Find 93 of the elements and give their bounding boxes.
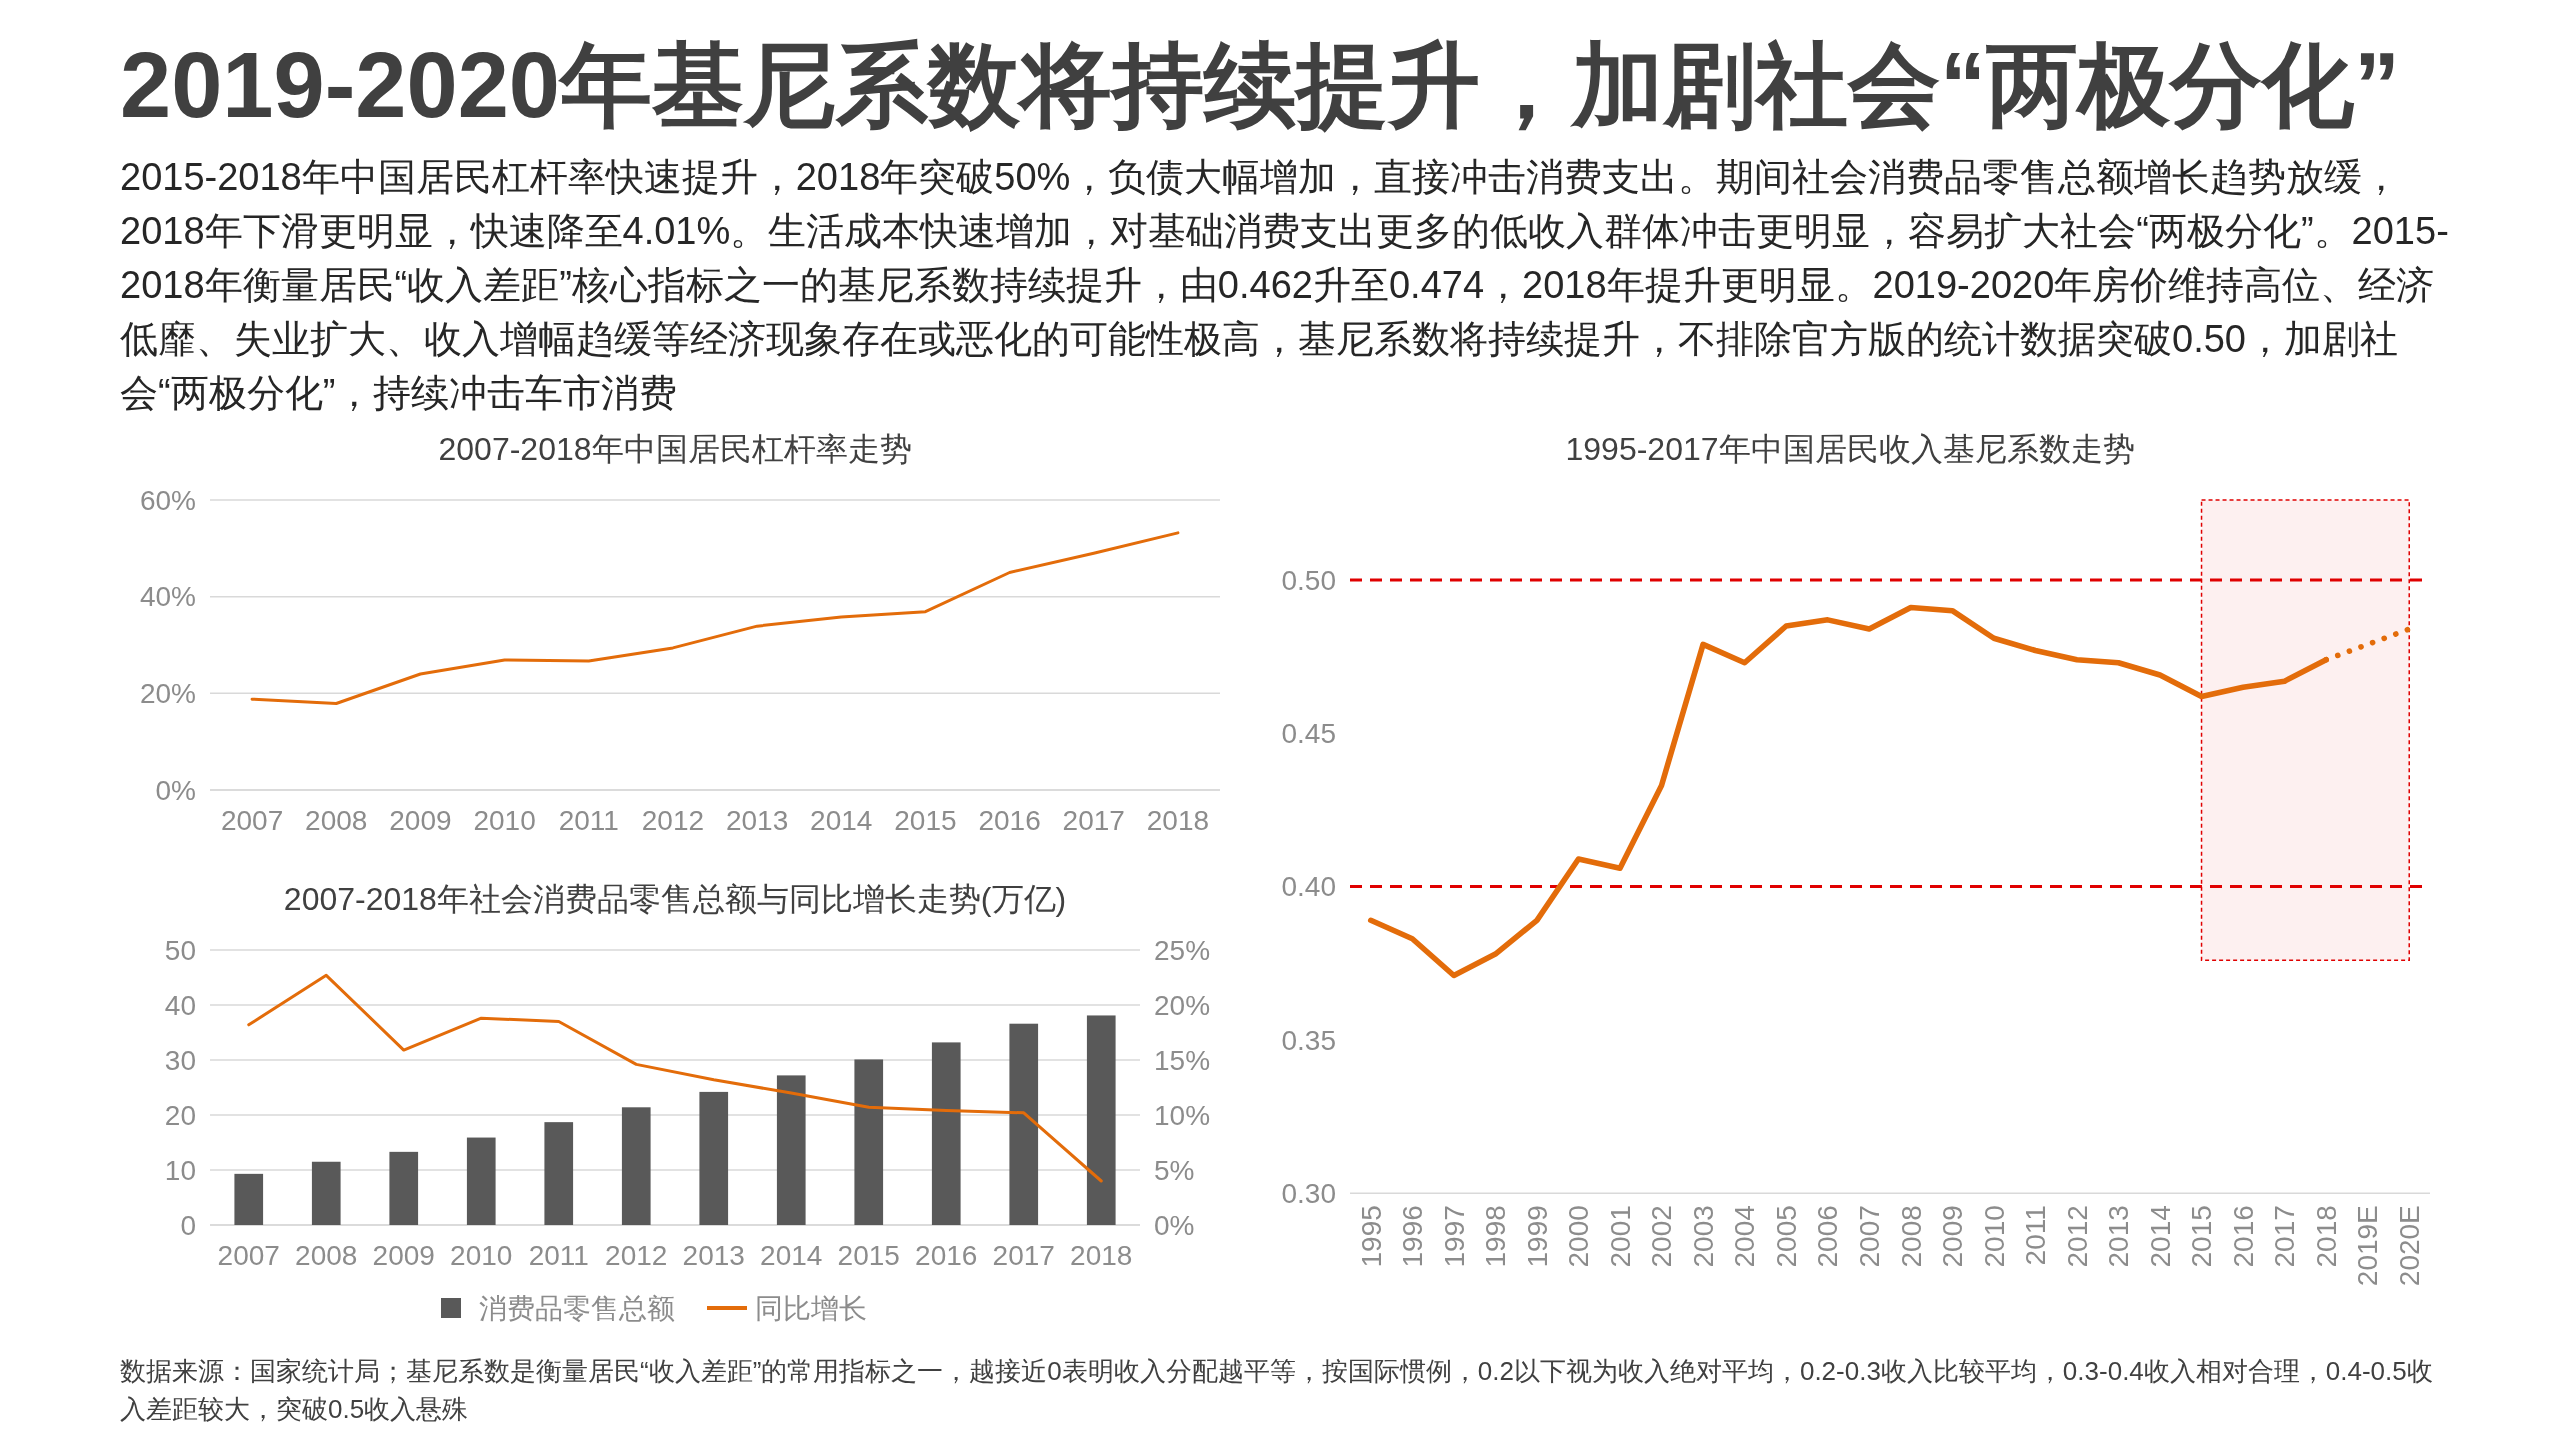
x-tick-label: 2016	[978, 805, 1041, 836]
x-tick-label: 2015	[837, 1240, 900, 1271]
x-tick-label: 2014	[810, 805, 873, 836]
y2-tick-label: 25%	[1154, 934, 1211, 966]
source-note: 数据来源：国家统计局；基尼系数是衡量居民“收入差距”的常用指标之一，越接近0表明收入分配越平等，按国际惯例，0.2以下视为收入绝对平均，0.2-0.3收入比较平均，0.3-0.4收入相对合理，0.4-0.5收入差距较大，突破0.5收入悬殊	[120, 1355, 2434, 1426]
x-tick-label: 2014	[2144, 1205, 2176, 1268]
x-tick-label: 2007	[217, 1240, 280, 1271]
x-tick-label: 2000	[1563, 1205, 1595, 1268]
x-tick-label: 2008	[305, 805, 368, 836]
y-tick-label: 20	[164, 1099, 196, 1131]
bar	[466, 1137, 496, 1225]
x-tick-label: 1996	[1397, 1205, 1429, 1268]
x-tick-label: 2015	[894, 805, 957, 836]
y2-tick-label: 15%	[1154, 1044, 1211, 1076]
x-tick-label: 2010	[473, 805, 536, 836]
bar	[621, 1107, 651, 1225]
y-tick-label: 30	[164, 1044, 196, 1076]
bar	[1086, 1015, 1116, 1225]
bar	[389, 1151, 419, 1225]
x-tick-label: 2014	[760, 1240, 823, 1271]
y-tick-label: 60%	[139, 484, 196, 516]
x-tick-label: 2013	[682, 1240, 745, 1271]
y-tick-label: 0	[180, 1209, 196, 1241]
x-tick-label: 2013	[725, 805, 789, 836]
legend-label: 消费品零售总额	[479, 1293, 675, 1324]
x-tick-label: 1995	[1355, 1205, 1387, 1268]
legend-label: 同比增长	[755, 1293, 867, 1324]
text: 2019-2020年基尼系数将持续提升，加剧社会“两极分化”	[120, 33, 2401, 138]
x-tick-label: 2007	[220, 805, 284, 836]
bar	[931, 1042, 961, 1225]
x-tick-label: 2001	[1604, 1205, 1636, 1268]
x-tick-label: 2015	[2186, 1205, 2218, 1268]
x-tick-label: 2013	[2103, 1205, 2135, 1268]
chart-title: 1995-2017年中国居民收入基尼系数走势	[1565, 431, 2135, 467]
x-tick-label: 2008	[1895, 1205, 1927, 1268]
x-tick-label: 2009	[372, 1240, 435, 1271]
x-tick-label: 1999	[1521, 1205, 1553, 1268]
x-tick-label: 2005	[1770, 1205, 1802, 1268]
x-tick-label: 1997	[1438, 1205, 1470, 1268]
y-tick-label: 0.45	[1281, 718, 1336, 750]
x-tick-label: 2012	[2061, 1205, 2093, 1268]
x-tick-label: 2006	[1812, 1205, 1844, 1268]
x-tick-label: 2019E	[2352, 1205, 2384, 1287]
x-tick-label: 2018	[2310, 1205, 2342, 1268]
x-tick-label: 2020E	[2394, 1205, 2426, 1287]
y-tick-label: 0.50	[1281, 564, 1336, 596]
chart-title: 2007-2018年中国居民杠杆率走势	[438, 431, 912, 467]
y-tick-label: 10	[164, 1154, 196, 1186]
x-tick-label: 2017	[1062, 805, 1125, 836]
x-tick-label: 2003	[1687, 1205, 1719, 1268]
x-tick-label: 2017	[992, 1240, 1055, 1271]
x-tick-label: 2004	[1729, 1205, 1761, 1268]
bar	[854, 1059, 884, 1225]
x-tick-label: 2008	[295, 1240, 358, 1271]
x-tick-label: 2002	[1646, 1205, 1678, 1268]
y-tick-label: 50	[164, 934, 196, 966]
x-tick-label: 2017	[2269, 1205, 2301, 1268]
y-tick-label: 0.30	[1281, 1178, 1336, 1209]
x-tick-label: 2018	[1146, 805, 1210, 836]
x-tick-label: 2011	[558, 805, 619, 836]
bar	[234, 1173, 264, 1225]
chart-title: 2007-2018年社会消费品零售总额与同比增长走势(万亿)	[283, 881, 1067, 917]
x-tick-label: 2010	[1978, 1205, 2010, 1268]
y-tick-label: 40%	[139, 581, 196, 613]
x-tick-label: 2016	[2227, 1205, 2259, 1268]
bar	[311, 1161, 341, 1225]
line-series	[250, 531, 1180, 705]
bar	[776, 1075, 806, 1225]
x-tick-label: 2012	[605, 1240, 668, 1271]
x-tick-label: 2009	[389, 805, 452, 836]
y2-tick-label: 5%	[1154, 1154, 1195, 1186]
x-tick-label: 2011	[2020, 1205, 2052, 1266]
y2-tick-label: 10%	[1154, 1099, 1211, 1131]
bar	[699, 1091, 729, 1225]
x-tick-label: 2012	[641, 805, 705, 836]
y2-tick-label: 20%	[1154, 989, 1211, 1021]
y-tick-label: 0.35	[1281, 1024, 1336, 1056]
bar	[544, 1122, 574, 1225]
text: 2015-2018年中国居民杠杆率快速提升，2018年突破50%，负债大幅增加，直接冲击消费支出。期间社会消费品零售总额增长趋势放缓，2018年下滑更明显，快速降至4.01%。生活成本快速增加，对基础消费支出更多的低收入群体冲击更明显，容易扩大社会“两极分化”。2015-2018年衡量居民“收入差距”核心指标之一的基尼系数持续提升，由0.462升至0.474，2018年提升更明显。2019-2020年房价维持高位、经济低靡、失业扩大、收入增幅趋缓等经济现象存在或恶化的可能性极高，基尼系数将持续提升，不排除官方版的统计数据突破0.50，加剧社会“两极分化”，持续冲击车市消费	[120, 155, 2450, 416]
y-tick-label: 40	[164, 989, 196, 1021]
y-tick-label: 0.40	[1281, 871, 1336, 903]
x-tick-label: 2011	[528, 1240, 589, 1271]
y-tick-label: 0%	[155, 774, 196, 806]
x-tick-label: 2007	[1854, 1205, 1886, 1268]
x-tick-label: 2010	[450, 1240, 513, 1271]
x-tick-label: 2009	[1937, 1205, 1969, 1268]
line-series	[247, 973, 1103, 1183]
bar	[1009, 1023, 1039, 1225]
x-tick-label: 2016	[915, 1240, 978, 1271]
x-tick-label: 2018	[1070, 1240, 1133, 1271]
y2-tick-label: 0%	[1154, 1209, 1195, 1241]
y-tick-label: 20%	[139, 678, 196, 710]
x-tick-label: 1998	[1480, 1205, 1512, 1268]
